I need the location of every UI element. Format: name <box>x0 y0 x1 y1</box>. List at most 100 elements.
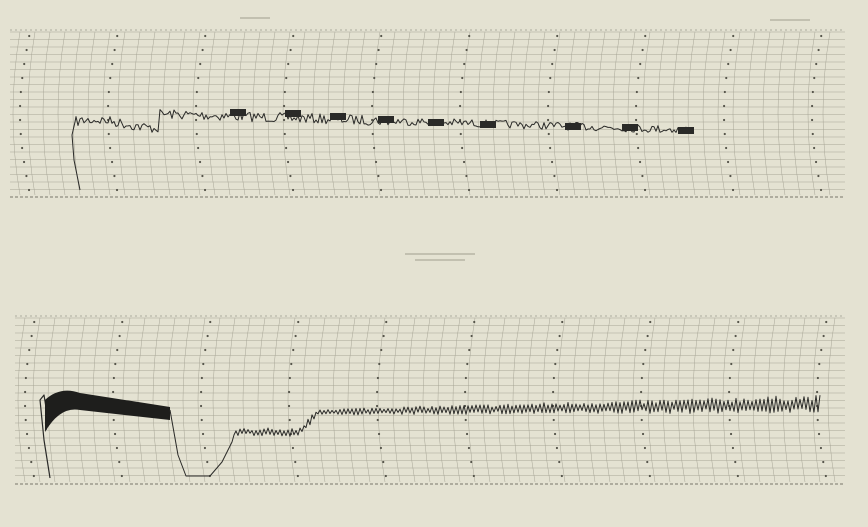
grid-dot <box>209 321 211 323</box>
grid-dot <box>561 321 563 323</box>
grid-dot <box>461 77 463 79</box>
grid-dot <box>818 433 820 435</box>
grid-dot <box>380 349 382 351</box>
grid-dot <box>468 447 470 449</box>
grid-dot <box>817 49 819 51</box>
grid-dot <box>19 105 21 107</box>
grid-dot <box>20 133 22 135</box>
grid-dot <box>724 91 726 93</box>
grid-dot <box>108 133 110 135</box>
grid-dot <box>284 133 286 135</box>
grid-dot <box>377 49 379 51</box>
grid-dot <box>197 147 199 149</box>
grid-dot <box>548 133 550 135</box>
grid-dot <box>468 35 470 37</box>
grid-dot <box>551 161 553 163</box>
grid-dot <box>111 63 113 65</box>
grid-dot <box>729 419 731 421</box>
grid-dot <box>197 77 199 79</box>
grid-dot <box>556 189 558 191</box>
grid-dot <box>816 391 818 393</box>
grid-dot <box>108 91 110 93</box>
grid-dot <box>553 419 555 421</box>
grid-dot <box>116 35 118 37</box>
grid-dot <box>466 363 468 365</box>
grid-dot <box>207 335 209 337</box>
grid-dot <box>737 321 739 323</box>
grid-dot <box>28 35 30 37</box>
grid-dot <box>461 147 463 149</box>
grid-dot <box>372 133 374 135</box>
grid-dot <box>820 447 822 449</box>
grid-dot <box>201 49 203 51</box>
grid-dot <box>376 391 378 393</box>
trace-block <box>330 113 346 120</box>
grid-dot <box>118 461 120 463</box>
grid-dot <box>295 335 297 337</box>
grid-dot <box>465 175 467 177</box>
grid-dot <box>377 175 379 177</box>
grid-dot <box>547 119 549 121</box>
grid-dot <box>113 49 115 51</box>
grid-dot <box>116 349 118 351</box>
grid-dot <box>635 105 637 107</box>
grid-dot <box>121 321 123 323</box>
grid-dot <box>371 105 373 107</box>
grid-dot <box>637 77 639 79</box>
grid-dot <box>552 391 554 393</box>
grid-dot <box>201 377 203 379</box>
grid-dot <box>289 49 291 51</box>
grid-dot <box>23 161 25 163</box>
grid-dot <box>646 461 648 463</box>
grid-dot <box>289 175 291 177</box>
grid-dot <box>200 405 202 407</box>
grid-dot <box>204 189 206 191</box>
grid-dot <box>113 175 115 177</box>
grid-dot <box>817 377 819 379</box>
grid-dot <box>729 49 731 51</box>
grid-dot <box>294 461 296 463</box>
trace-block <box>378 116 394 123</box>
grid-dot <box>292 349 294 351</box>
grid-dot <box>723 119 725 121</box>
grid-dot <box>724 133 726 135</box>
grid-dot <box>641 175 643 177</box>
grid-dot <box>727 63 729 65</box>
grid-dot <box>21 147 23 149</box>
grid-dot <box>641 419 643 421</box>
grid-dot <box>553 175 555 177</box>
grid-dot <box>644 349 646 351</box>
grid-dot <box>636 91 638 93</box>
grid-dot <box>33 321 35 323</box>
grid-dot <box>820 189 822 191</box>
grid-dot <box>825 475 827 477</box>
grid-dot <box>202 363 204 365</box>
grid-dot <box>460 133 462 135</box>
trace-block <box>230 109 246 116</box>
grid-dot <box>639 63 641 65</box>
grid-dot <box>113 419 115 421</box>
grid-dot <box>640 391 642 393</box>
grid-dot <box>196 133 198 135</box>
grid-dot <box>554 433 556 435</box>
grid-dot <box>644 35 646 37</box>
grid-dot <box>377 419 379 421</box>
grid-dot <box>385 475 387 477</box>
grid-dot <box>199 161 201 163</box>
grid-dot <box>25 377 27 379</box>
grid-dot <box>382 461 384 463</box>
grid-dot <box>464 391 466 393</box>
grid-dot <box>285 147 287 149</box>
grid-dot <box>290 363 292 365</box>
grid-dot <box>201 419 203 421</box>
grid-dot <box>21 77 23 79</box>
grid-dot <box>292 189 294 191</box>
grid-dot <box>200 391 202 393</box>
grid-dot <box>649 475 651 477</box>
grid-dot <box>28 189 30 191</box>
grid-dot <box>28 349 30 351</box>
grid-dot <box>468 189 470 191</box>
grid-dot <box>553 49 555 51</box>
grid-dot <box>33 475 35 477</box>
grid-dot <box>734 461 736 463</box>
